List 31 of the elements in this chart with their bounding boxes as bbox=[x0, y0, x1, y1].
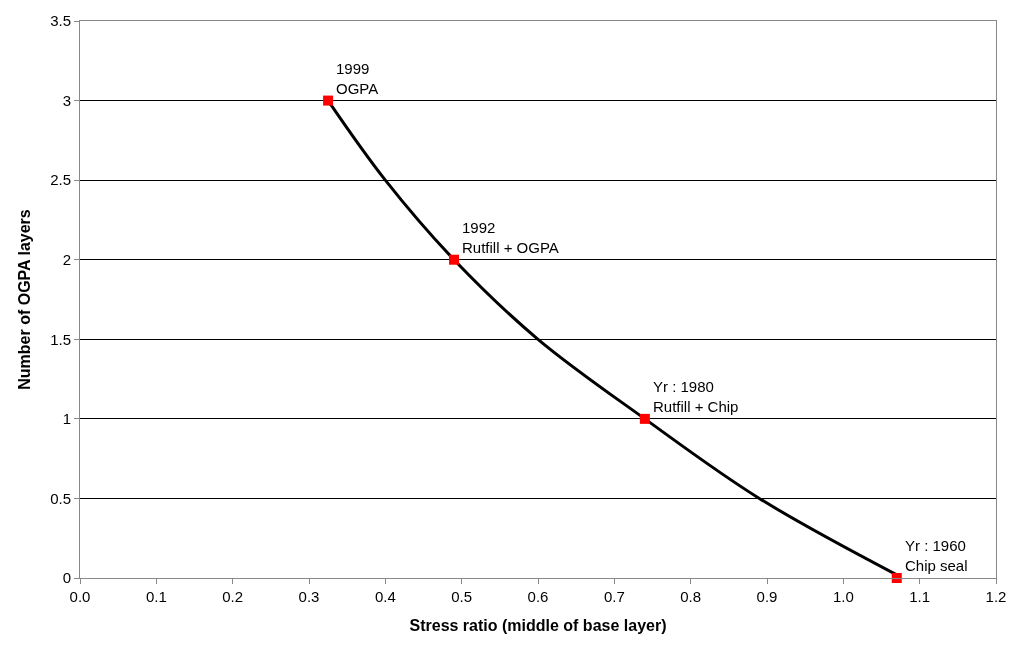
x-tick-label: 1.1 bbox=[909, 588, 931, 605]
y-tick-label: 2 bbox=[62, 250, 71, 268]
y-tick-label: 1.5 bbox=[50, 330, 71, 348]
y-tick-label: 3.5 bbox=[50, 12, 71, 30]
x-tick-label: 0.1 bbox=[145, 588, 167, 605]
point bbox=[891, 573, 902, 583]
y-tick-label: 0 bbox=[62, 569, 71, 587]
annotation: 1992 Rutfill + OGPA bbox=[462, 219, 559, 256]
x-tick-label: 0.3 bbox=[298, 588, 320, 605]
x-tick-label: 0.7 bbox=[603, 588, 625, 605]
x-axis-title: Stress ratio (middle of base layer) bbox=[409, 616, 667, 634]
point bbox=[639, 413, 650, 424]
y-tick-label: 0.5 bbox=[50, 489, 71, 507]
annotation: 1999 OGPA bbox=[336, 60, 379, 97]
x-tick-label: 0.4 bbox=[374, 588, 396, 605]
x-tick-label: 0.5 bbox=[451, 588, 473, 605]
y-tick-label: 3 bbox=[62, 91, 71, 109]
y-tick-label: 2.5 bbox=[50, 171, 71, 189]
x-tick-label: 0.2 bbox=[222, 588, 244, 605]
x-tick-label: 0.8 bbox=[680, 588, 702, 605]
point bbox=[449, 254, 460, 265]
y-tick-label: 1 bbox=[62, 410, 71, 428]
x-tick-label: 0.6 bbox=[527, 588, 549, 605]
x-tick-label: 1.2 bbox=[985, 588, 1007, 605]
x-tick-label: 0.9 bbox=[756, 588, 778, 605]
y-axis-title: Number of OGPA layers bbox=[16, 209, 34, 390]
annotation: Yr : 1960 Chip seal bbox=[905, 537, 968, 574]
annotation: Yr : 1980 Rutfill + Chip bbox=[653, 378, 739, 415]
point bbox=[323, 95, 334, 106]
x-tick-label: 0.0 bbox=[69, 588, 91, 605]
x-tick-label: 1.0 bbox=[832, 588, 854, 605]
